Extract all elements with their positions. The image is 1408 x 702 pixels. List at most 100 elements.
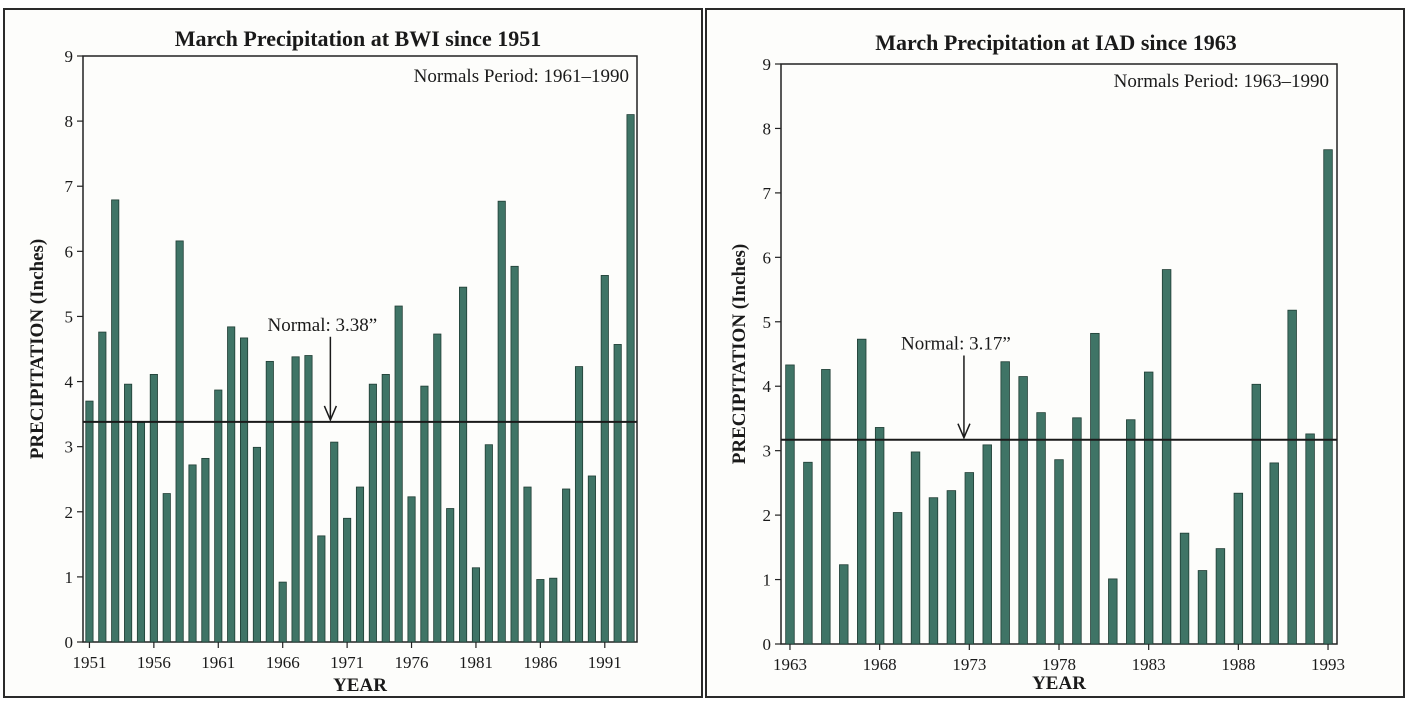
bar-1965: [265, 360, 274, 643]
y-tick-label: 7: [763, 184, 772, 203]
x-tick-label: 1978: [1042, 655, 1076, 674]
bar-1984: [510, 265, 519, 643]
y-tick-label: 6: [763, 248, 772, 267]
y-tick-label: 9: [65, 47, 74, 66]
bar-1974: [381, 373, 390, 643]
bar-1955: [136, 422, 146, 643]
bar-1993: [626, 114, 635, 643]
bar-1978: [1054, 459, 1064, 645]
y-tick-label: 3: [763, 442, 772, 461]
bar-1967: [291, 356, 300, 643]
chart-title: March Precipitation at BWI since 1951: [175, 26, 541, 51]
bar-1992: [613, 344, 622, 643]
x-tick-label: 1961: [201, 653, 235, 672]
x-tick-label: 1951: [72, 653, 106, 672]
bar-1976: [1018, 376, 1028, 645]
x-tick-label: 1986: [523, 653, 557, 672]
bar-1956: [149, 373, 158, 643]
normal-arrow-head: [323, 405, 338, 422]
bar-1983: [1143, 371, 1154, 645]
y-tick-label: 2: [65, 503, 74, 522]
bar-1982: [484, 444, 493, 643]
bar-1992: [1305, 433, 1315, 645]
bar-1970: [910, 451, 921, 645]
y-tick-label: 6: [65, 242, 74, 261]
bar-1971: [928, 497, 939, 645]
bar-1974: [982, 444, 992, 645]
bar-1986: [536, 579, 545, 643]
y-tick-label: 3: [65, 438, 74, 457]
x-tick-label: 1981: [459, 653, 493, 672]
bar-1982: [1126, 419, 1136, 645]
bwi-chart-panel: March Precipitation at BWI since 1951 Nor…: [3, 8, 703, 698]
bar-1985: [523, 486, 532, 643]
x-axis-title: YEAR: [1032, 673, 1086, 694]
y-tick-label: 0: [763, 635, 772, 654]
bar-1968: [304, 355, 313, 643]
normal-arrow-head: [957, 423, 971, 440]
bar-1958: [175, 240, 184, 643]
bar-1959: [188, 464, 197, 643]
bar-1976: [407, 496, 416, 643]
chart-title: March Precipitation at IAD since 1963: [875, 30, 1237, 55]
bar-1979: [446, 508, 455, 643]
y-tick-label: 4: [763, 377, 772, 396]
normal-label: Normal: 3.17”: [901, 333, 1011, 354]
bar-1991: [1287, 309, 1297, 645]
bar-1960: [201, 457, 210, 643]
bar-1981: [1108, 578, 1118, 645]
y-axis-title: PRECIPITATION (Inches): [27, 239, 48, 459]
bar-1973: [964, 472, 975, 645]
x-tick-label: 1991: [588, 653, 622, 672]
bar-1966: [278, 581, 287, 643]
bar-1963: [785, 364, 795, 645]
y-tick-label: 7: [65, 177, 74, 196]
bar-1991: [600, 275, 609, 643]
bar-1978: [433, 333, 442, 643]
y-tick-label: 5: [65, 307, 74, 326]
x-tick-label: 1966: [266, 653, 300, 672]
normal-label: Normal: 3.38”: [267, 315, 377, 336]
y-axis-title: PRECIPITATION (Inches): [729, 244, 750, 464]
bar-1973: [368, 383, 377, 643]
x-tick-label: 1963: [773, 655, 807, 674]
bar-1977: [1036, 412, 1046, 645]
bar-1951: [85, 400, 94, 643]
x-tick-label: 1983: [1132, 655, 1166, 674]
y-tick-label: 2: [763, 506, 772, 525]
normals-period-label: Normals Period: 1963–1990: [1114, 71, 1329, 92]
bar-1980: [459, 286, 468, 643]
y-tick-label: 0: [65, 633, 74, 652]
iad-chart: March Precipitation at IAD since 1963 Nor…: [729, 30, 1345, 694]
bar-1963: [239, 337, 249, 643]
y-tick-label: 5: [763, 313, 772, 332]
x-tick-label: 1988: [1221, 655, 1255, 674]
bar-1967: [857, 338, 867, 645]
bar-1954: [124, 383, 133, 643]
bar-1969: [892, 512, 903, 645]
bar-1970: [330, 441, 339, 643]
bar-1962: [227, 326, 236, 643]
bar-1971: [343, 517, 352, 643]
x-tick-label: 1968: [863, 655, 897, 674]
bar-1993: [1323, 149, 1333, 645]
bar-1985: [1179, 532, 1190, 645]
bar-1965: [821, 369, 831, 645]
bar-1989: [574, 366, 584, 643]
y-tick-label: 8: [65, 112, 74, 131]
bar-1990: [1269, 462, 1279, 645]
bar-1987: [1215, 548, 1226, 645]
bar-1981: [471, 567, 481, 643]
y-tick-label: 1: [65, 568, 74, 587]
iad-chart-panel: March Precipitation at IAD since 1963 Nor…: [705, 8, 1405, 698]
bar-1986: [1197, 570, 1208, 645]
bar-1989: [1251, 383, 1261, 645]
x-axis-title: YEAR: [333, 675, 387, 696]
x-tick-label: 1971: [330, 653, 364, 672]
bar-1964: [803, 461, 813, 645]
bar-1979: [1072, 417, 1082, 645]
bar-1987: [549, 577, 558, 643]
y-tick-label: 9: [763, 55, 772, 74]
bar-1966: [839, 564, 849, 645]
bar-1988: [1233, 492, 1244, 645]
